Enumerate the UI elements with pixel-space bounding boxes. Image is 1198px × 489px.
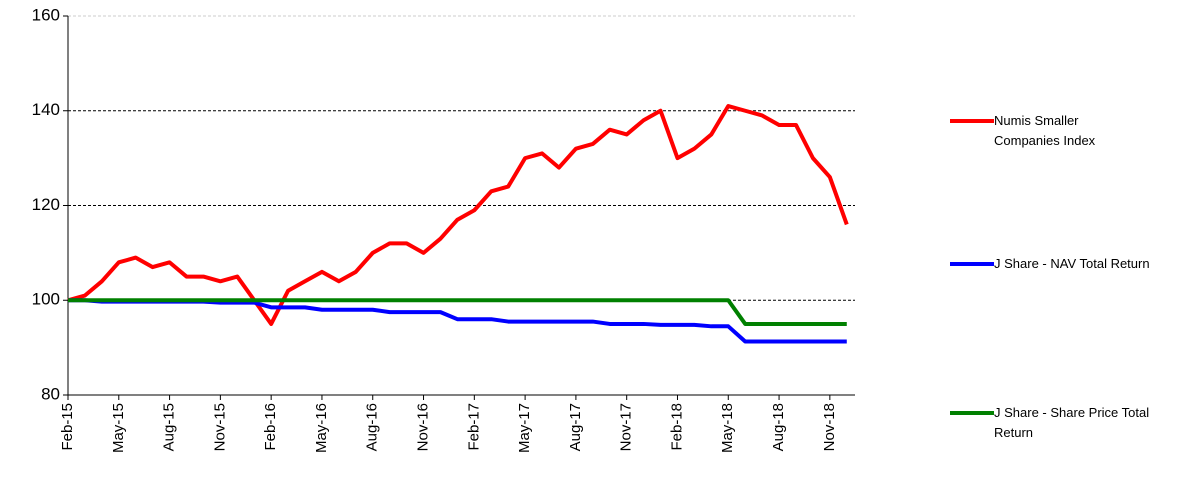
y-tick-label: 160 [32, 5, 60, 24]
x-tick-label: Nov-15 [211, 403, 228, 451]
y-tick-label: 140 [32, 100, 60, 119]
x-tick-label: Feb-17 [465, 403, 482, 451]
x-tick-label: Feb-18 [668, 403, 685, 451]
legend-label: Numis Smaller Companies Index [994, 113, 1096, 148]
x-tick-label: Nov-18 [821, 403, 838, 451]
y-tick-label: 120 [32, 195, 60, 214]
series-line [68, 298, 847, 326]
x-tick-label: May-15 [110, 403, 127, 453]
y-tick-label: 100 [32, 290, 60, 309]
legend-label: J Share - Share Price Total Return [994, 405, 1150, 440]
x-tick-label: May-16 [313, 403, 330, 453]
legend-label: J Share - NAV Total Return [994, 256, 1150, 271]
x-tick-label: Aug-15 [161, 403, 178, 451]
x-tick-label: Nov-17 [618, 403, 635, 451]
x-tick-label: May-18 [719, 403, 736, 453]
x-tick-label: Aug-17 [567, 403, 584, 451]
x-tick-label: Feb-16 [262, 403, 279, 451]
y-tick-label: 80 [41, 384, 60, 403]
x-tick-label: Aug-18 [770, 403, 787, 451]
x-tick-label: Nov-16 [414, 403, 431, 451]
series-line [68, 298, 847, 344]
series-line [67, 104, 849, 326]
x-tick-label: May-17 [516, 403, 533, 453]
x-tick-label: Aug-16 [364, 403, 381, 451]
x-tick-label: Feb-15 [59, 403, 76, 451]
